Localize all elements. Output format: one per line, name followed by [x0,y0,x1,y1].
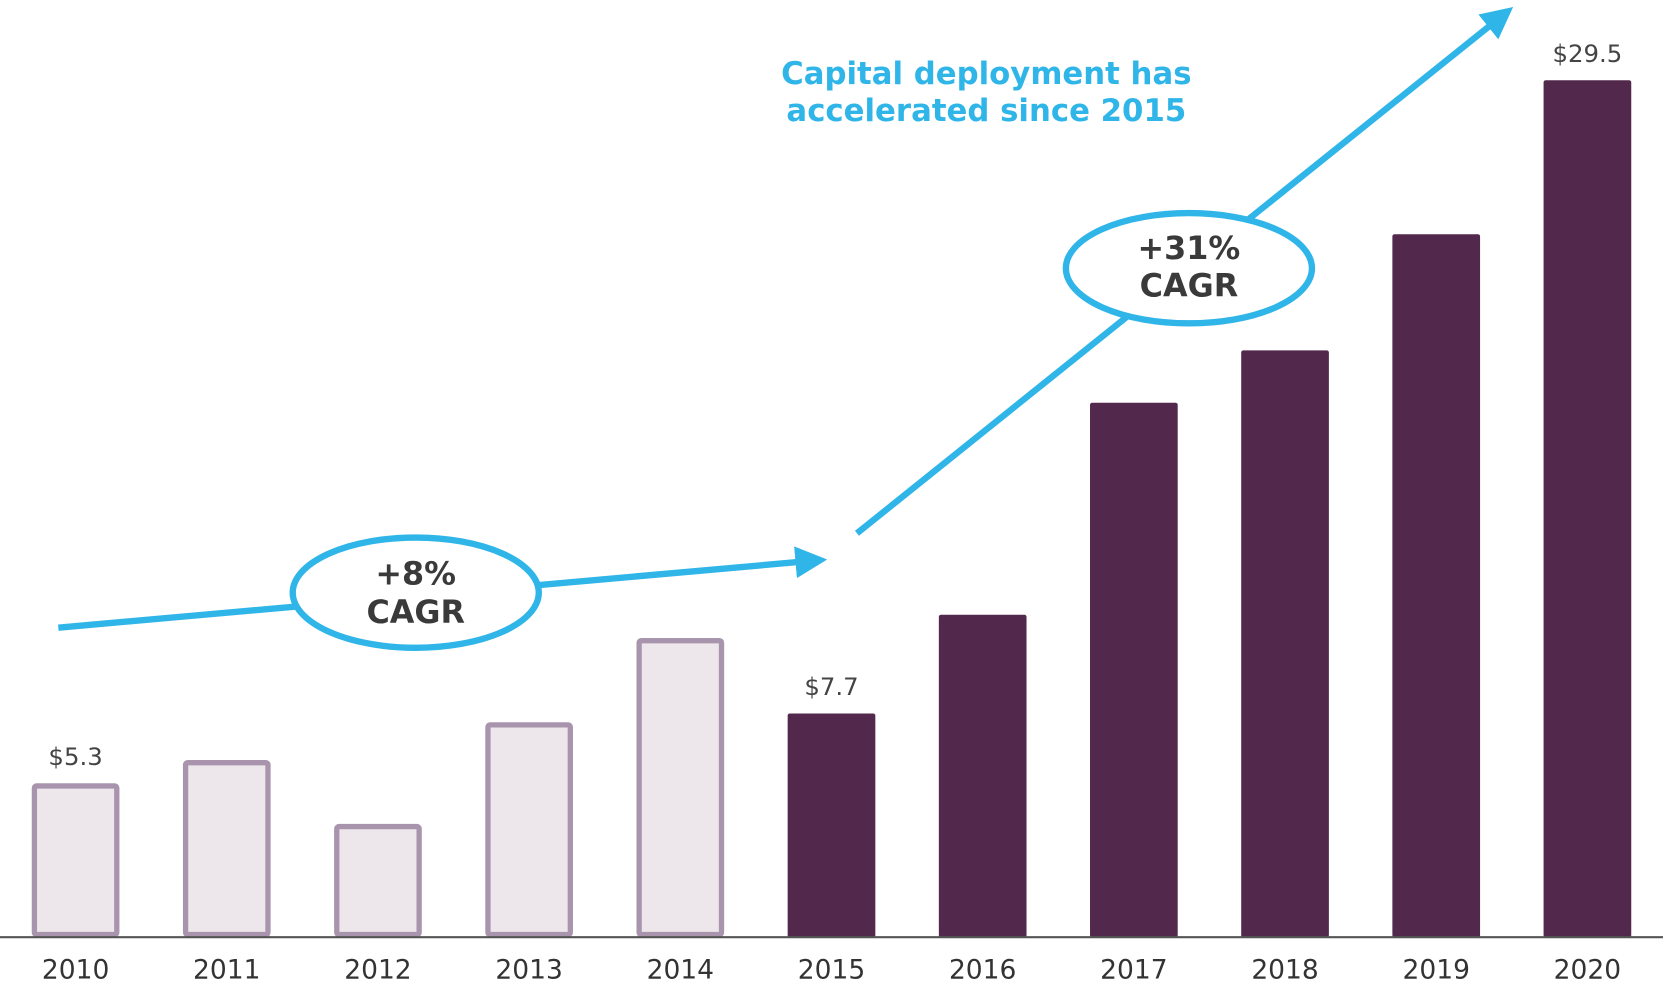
bar [31,783,120,938]
cagr-label: CAGR [366,593,465,631]
value-label: $7.7 [804,672,858,701]
bar [334,823,422,938]
x-tick-label: 2010 [42,955,109,986]
x-tick-label: 2016 [949,955,1016,986]
bar [1241,350,1329,938]
x-tick-label: 2014 [647,955,714,986]
x-tick-label: 2018 [1251,955,1318,986]
headline: accelerated since 2015 [786,93,1186,129]
value-label: $5.3 [48,742,102,771]
bar [1090,402,1178,938]
bar [1543,80,1632,938]
bar [485,722,573,938]
value-label: $29.5 [1553,39,1623,68]
cagr-label: +8% [375,555,456,593]
bar [787,713,876,938]
cagr-ellipse [1062,209,1316,327]
bar [182,760,271,938]
bar [1392,234,1481,938]
cagr-ellipse [289,534,542,651]
cagr-label: CAGR [1140,266,1239,304]
headline: Capital deployment has [781,56,1191,92]
x-tick-label: 2012 [344,955,411,986]
x-tick-label: 2011 [193,955,260,986]
cagr-label: +31% [1138,229,1241,267]
x-tick-label: 2020 [1554,955,1621,986]
x-tick-label: 2015 [798,955,865,986]
x-tick-label: 2019 [1402,955,1469,986]
bar [938,614,1027,938]
bar [636,638,725,938]
bars [31,80,1632,938]
x-tick-label: 2013 [495,955,562,986]
x-tick-label: 2017 [1100,955,1167,986]
